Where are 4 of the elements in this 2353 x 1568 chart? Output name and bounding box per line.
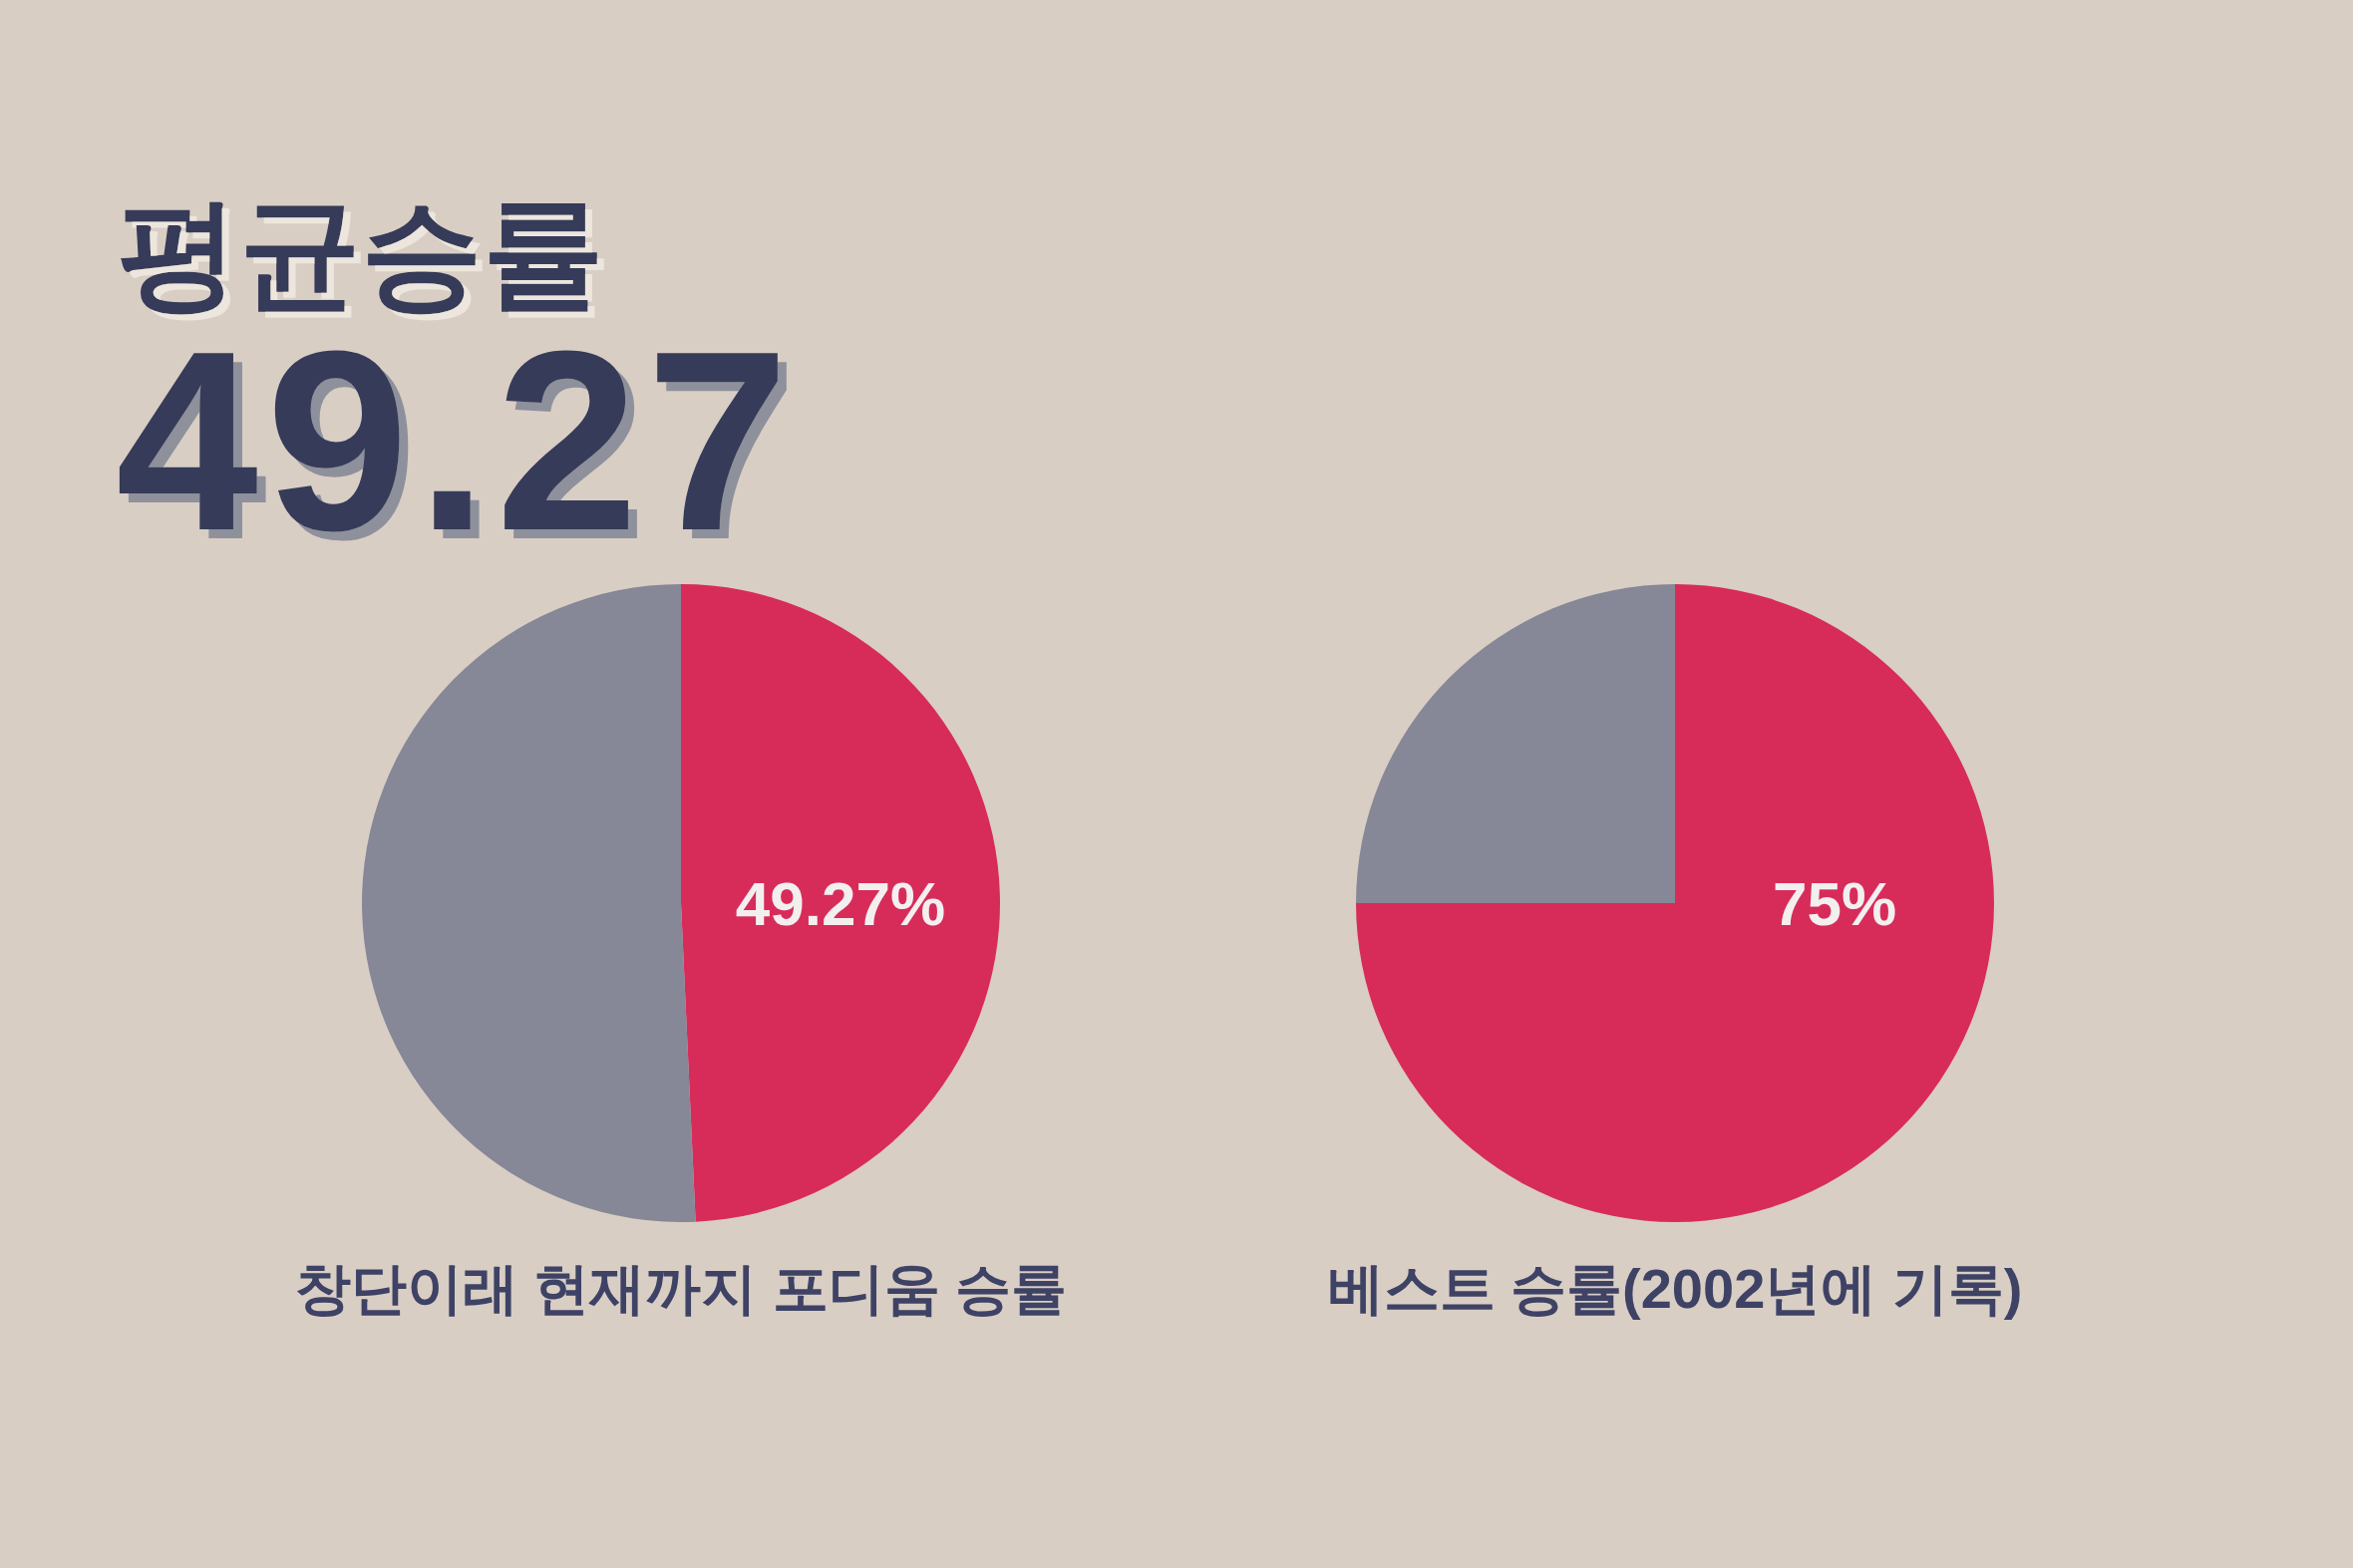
data-label: 75% bbox=[1772, 868, 1897, 938]
text: 창단이래 현재까지 포디움 승률 bbox=[294, 1257, 1068, 1320]
data-label: 49.27% bbox=[735, 868, 946, 938]
text: 베스트 승률(2002년에 기록) bbox=[1327, 1257, 2023, 1320]
